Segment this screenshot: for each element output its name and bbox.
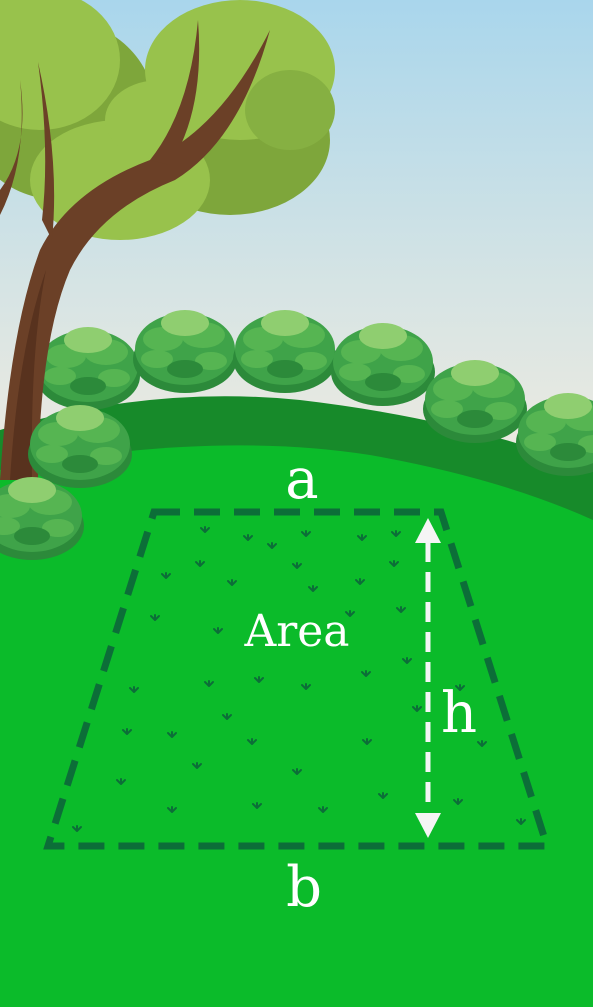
label-area: Area [243,606,349,657]
arrow-head-down [415,813,441,838]
trapezoid-outline [43,508,552,850]
label-bottom-side: b [286,855,322,920]
label-height: h [441,681,477,746]
grass-field [0,445,593,1007]
height-arrow [415,518,441,838]
arrow-head-up [415,518,441,543]
tree [0,0,335,480]
label-top-side: a [285,447,318,512]
